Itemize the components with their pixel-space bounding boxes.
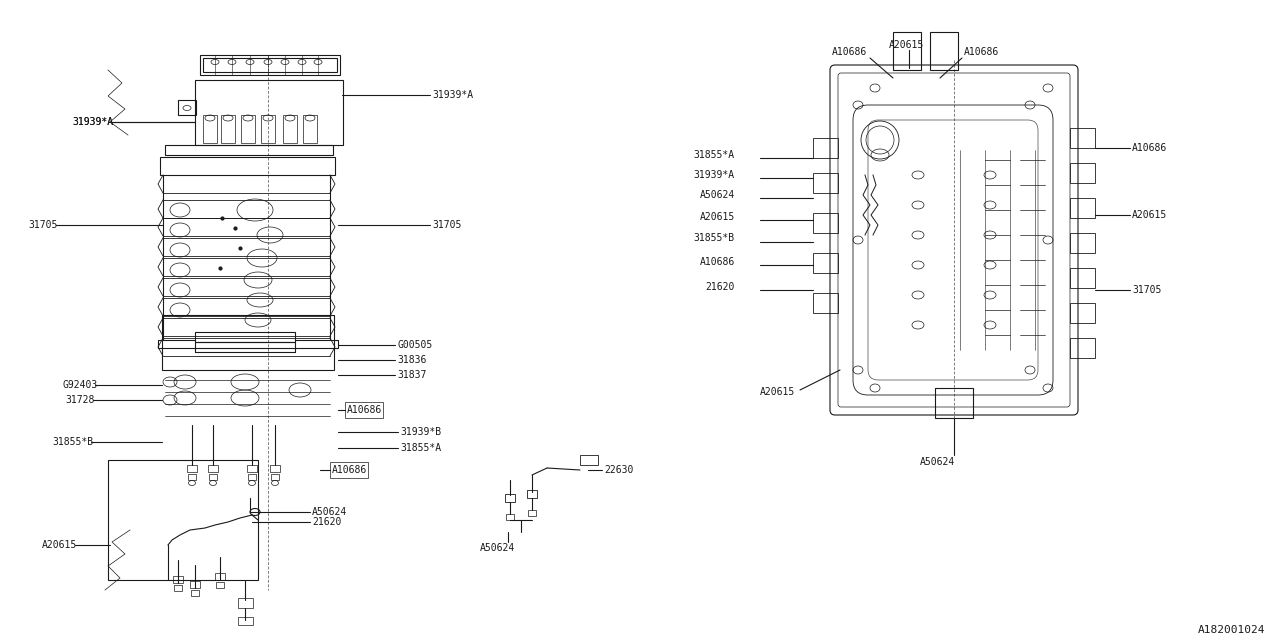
Text: 31939*A: 31939*A <box>72 117 113 127</box>
Bar <box>165 145 333 155</box>
Text: G92403: G92403 <box>61 380 97 390</box>
Text: 31837: 31837 <box>397 370 426 380</box>
Text: 31705: 31705 <box>433 220 461 230</box>
Bar <box>346 402 383 418</box>
Text: 31855*B: 31855*B <box>52 437 93 447</box>
Bar <box>247 465 257 472</box>
Bar <box>241 115 255 143</box>
Bar <box>195 80 343 145</box>
Bar <box>813 138 838 158</box>
Text: A10686: A10686 <box>332 465 367 475</box>
Text: A20615: A20615 <box>700 212 735 222</box>
Bar <box>580 455 598 465</box>
Bar <box>1070 198 1094 218</box>
Text: 31939*A: 31939*A <box>433 90 474 100</box>
Bar <box>1070 303 1094 323</box>
Bar <box>173 576 183 583</box>
Bar <box>261 115 275 143</box>
Text: 31855*A: 31855*A <box>692 150 735 160</box>
Text: 22630: 22630 <box>604 465 634 475</box>
Bar <box>157 340 338 348</box>
Text: A50624: A50624 <box>312 507 347 517</box>
Bar <box>200 55 340 75</box>
Bar <box>216 582 224 588</box>
Text: A10686: A10686 <box>1132 143 1167 153</box>
Bar <box>283 115 297 143</box>
Text: A10686: A10686 <box>964 47 1000 57</box>
Text: 31939*B: 31939*B <box>401 427 442 437</box>
Text: 31939*A: 31939*A <box>72 117 113 127</box>
Bar <box>527 490 538 498</box>
Bar <box>204 115 218 143</box>
Bar <box>191 590 198 596</box>
Text: A20615: A20615 <box>890 40 924 50</box>
Text: 31705: 31705 <box>1132 285 1161 295</box>
Bar <box>529 510 536 516</box>
Bar <box>813 293 838 313</box>
Text: A50624: A50624 <box>480 543 516 553</box>
Text: A182001024: A182001024 <box>1198 625 1265 635</box>
Text: 21620: 21620 <box>312 517 342 527</box>
Bar <box>108 460 259 580</box>
Bar <box>195 332 294 342</box>
Bar <box>271 474 279 480</box>
Text: A20615: A20615 <box>42 540 77 550</box>
Text: 31728: 31728 <box>65 395 95 405</box>
Text: 31836: 31836 <box>397 355 426 365</box>
Bar <box>1070 338 1094 358</box>
Bar <box>238 617 253 625</box>
Bar <box>178 100 196 115</box>
Bar <box>209 465 218 472</box>
Text: 31939*A: 31939*A <box>692 170 735 180</box>
Bar <box>160 157 335 175</box>
Bar <box>934 388 973 418</box>
Text: G00505: G00505 <box>397 340 433 350</box>
Text: 31855*B: 31855*B <box>692 233 735 243</box>
Text: A20615: A20615 <box>1132 210 1167 220</box>
Bar <box>163 315 334 370</box>
Text: A10686: A10686 <box>347 405 383 415</box>
Bar <box>270 465 280 472</box>
Bar <box>248 474 256 480</box>
Text: A10686: A10686 <box>832 47 868 57</box>
Bar <box>813 213 838 233</box>
Text: A20615: A20615 <box>760 387 795 397</box>
Bar <box>1070 233 1094 253</box>
Bar <box>813 253 838 273</box>
Bar <box>187 465 197 472</box>
Bar <box>209 474 218 480</box>
Bar <box>330 462 369 478</box>
Text: 31705: 31705 <box>28 220 58 230</box>
Text: 31855*A: 31855*A <box>401 443 442 453</box>
Bar <box>189 581 200 588</box>
Bar <box>303 115 317 143</box>
Bar <box>204 58 337 72</box>
Bar <box>813 173 838 193</box>
Bar <box>1070 163 1094 183</box>
Text: A50624: A50624 <box>700 190 735 200</box>
Text: A10686: A10686 <box>700 257 735 267</box>
Bar <box>1070 128 1094 148</box>
Bar <box>238 598 253 608</box>
Bar <box>188 474 196 480</box>
Text: A50624: A50624 <box>920 457 955 467</box>
Bar <box>506 514 515 520</box>
Bar <box>215 573 225 580</box>
Bar <box>1070 268 1094 288</box>
Bar <box>174 585 182 591</box>
Bar <box>506 494 515 502</box>
Bar <box>893 32 922 70</box>
Bar <box>931 32 957 70</box>
Text: 21620: 21620 <box>705 282 735 292</box>
Bar <box>221 115 236 143</box>
